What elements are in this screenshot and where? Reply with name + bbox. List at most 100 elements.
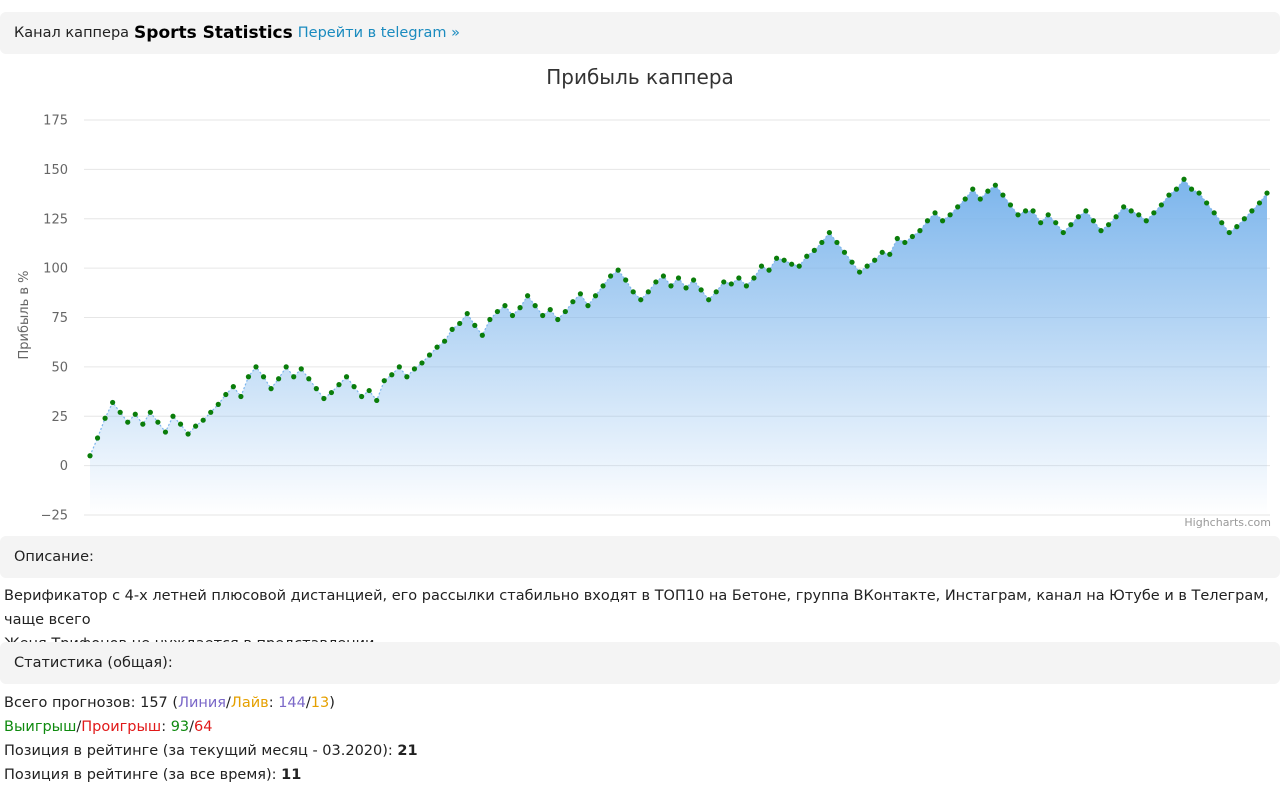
data-point[interactable] — [804, 253, 810, 259]
data-point[interactable] — [1166, 192, 1172, 198]
data-point[interactable] — [592, 293, 599, 299]
data-point[interactable] — [698, 287, 704, 293]
data-point[interactable] — [1053, 220, 1059, 226]
telegram-link[interactable]: Перейти в telegram » — [297, 25, 460, 41]
data-point[interactable] — [947, 212, 953, 218]
data-point[interactable] — [1022, 208, 1029, 214]
data-point[interactable] — [1219, 220, 1225, 226]
data-point[interactable] — [706, 297, 712, 303]
data-point[interactable] — [1234, 224, 1240, 230]
data-point[interactable] — [1083, 208, 1089, 214]
data-point[interactable] — [570, 299, 576, 305]
data-point[interactable] — [343, 374, 350, 380]
data-point[interactable] — [1264, 190, 1270, 196]
data-point[interactable] — [1121, 204, 1127, 210]
data-point[interactable] — [826, 229, 833, 236]
data-point[interactable] — [366, 387, 372, 394]
data-point[interactable] — [728, 281, 734, 287]
data-point[interactable] — [977, 196, 983, 202]
data-point[interactable] — [1128, 208, 1134, 214]
data-point[interactable] — [215, 401, 221, 407]
data-point[interactable] — [932, 210, 938, 216]
data-point[interactable] — [449, 326, 455, 332]
data-point[interactable] — [313, 386, 319, 392]
data-point[interactable] — [668, 283, 674, 289]
data-point[interactable] — [223, 391, 229, 398]
data-point[interactable] — [117, 409, 123, 415]
data-point[interactable] — [1075, 214, 1081, 220]
data-point[interactable] — [283, 364, 289, 370]
data-point[interactable] — [494, 308, 501, 315]
data-point[interactable] — [909, 233, 915, 240]
data-point[interactable] — [1105, 222, 1112, 228]
data-point[interactable] — [434, 344, 440, 350]
data-point[interactable] — [147, 409, 153, 415]
data-point[interactable] — [411, 366, 418, 372]
data-point[interactable] — [1226, 229, 1232, 236]
data-point[interactable] — [713, 289, 719, 295]
data-point[interactable] — [1241, 216, 1247, 222]
data-point[interactable] — [276, 376, 282, 382]
data-point[interactable] — [766, 267, 772, 273]
data-point[interactable] — [751, 275, 757, 281]
data-point[interactable] — [321, 395, 327, 402]
data-point[interactable] — [1098, 228, 1104, 234]
data-point[interactable] — [970, 186, 976, 192]
data-point[interactable] — [955, 204, 961, 210]
data-point[interactable] — [924, 218, 931, 224]
data-point[interactable] — [1173, 186, 1180, 192]
data-point[interactable] — [328, 389, 335, 396]
data-point[interactable] — [298, 366, 304, 372]
data-point[interactable] — [457, 320, 463, 327]
data-point[interactable] — [1143, 218, 1149, 224]
data-point[interactable] — [132, 411, 138, 417]
data-point[interactable] — [1151, 210, 1157, 216]
data-point[interactable] — [796, 263, 802, 269]
data-point[interactable] — [94, 435, 101, 441]
data-point[interactable] — [472, 322, 478, 328]
data-point[interactable] — [1068, 222, 1074, 228]
data-point[interactable] — [683, 285, 689, 291]
data-point[interactable] — [140, 421, 146, 427]
data-point[interactable] — [419, 360, 425, 366]
data-point[interactable] — [623, 277, 629, 283]
data-point[interactable] — [736, 275, 742, 281]
data-point[interactable] — [404, 374, 410, 380]
data-point[interactable] — [562, 308, 568, 315]
data-point[interactable] — [479, 332, 485, 338]
data-point[interactable] — [789, 261, 795, 267]
data-point[interactable] — [185, 431, 191, 437]
data-point[interactable] — [200, 417, 206, 423]
data-point[interactable] — [894, 235, 900, 242]
data-point[interactable] — [170, 413, 176, 419]
data-point[interactable] — [306, 376, 312, 382]
data-point[interactable] — [872, 257, 878, 263]
data-point[interactable] — [155, 419, 161, 425]
data-point[interactable] — [502, 303, 508, 309]
data-point[interactable] — [464, 310, 470, 317]
data-point[interactable] — [1090, 218, 1097, 224]
data-point[interactable] — [1136, 212, 1142, 218]
data-point[interactable] — [1007, 202, 1014, 208]
data-point[interactable] — [87, 453, 93, 459]
data-point[interactable] — [1038, 220, 1044, 226]
data-point[interactable] — [540, 312, 546, 319]
data-point[interactable] — [245, 374, 252, 380]
data-point[interactable] — [102, 415, 108, 421]
data-point[interactable] — [645, 289, 651, 295]
data-point[interactable] — [487, 316, 493, 323]
data-point[interactable] — [1158, 202, 1164, 208]
data-point[interactable] — [268, 386, 274, 392]
data-point[interactable] — [1211, 210, 1217, 216]
data-point[interactable] — [1000, 192, 1006, 198]
data-point[interactable] — [660, 273, 667, 279]
data-point[interactable] — [939, 218, 946, 224]
data-point[interactable] — [615, 267, 621, 273]
data-point[interactable] — [260, 374, 267, 380]
data-point[interactable] — [555, 316, 561, 323]
data-point[interactable] — [125, 419, 131, 425]
data-point[interactable] — [509, 312, 516, 319]
data-point[interactable] — [230, 384, 236, 390]
data-point[interactable] — [208, 409, 214, 415]
data-point[interactable] — [1113, 214, 1119, 220]
